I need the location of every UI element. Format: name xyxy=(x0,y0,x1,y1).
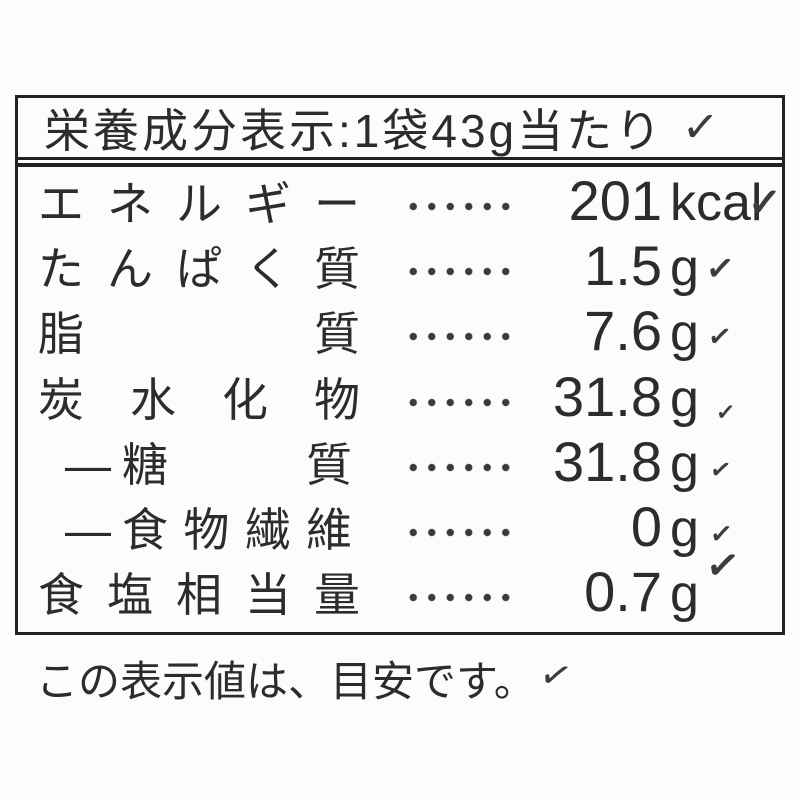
sub-item-dash: ― xyxy=(65,438,111,491)
nutrient-label: エネルギー xyxy=(38,178,360,230)
nutrient-label: 食塩相当量 xyxy=(38,569,360,622)
table-row-fat: 脂質 7.6 g ✓ xyxy=(18,297,782,362)
nutrient-value: 31.8 xyxy=(553,364,662,428)
check-mark-icon: ✓ xyxy=(680,101,721,154)
check-mark-icon: ✓ xyxy=(535,651,577,701)
header-divider xyxy=(18,160,782,167)
leader-dots xyxy=(402,267,512,277)
check-mark-icon: ✓ xyxy=(703,542,743,591)
leader-dots xyxy=(402,332,512,342)
nutrient-label: 炭水化物 xyxy=(38,373,360,426)
check-mark-icon: ✓ xyxy=(715,397,737,426)
nutrition-facts-box: 栄養成分表示:1袋43g当たり ✓ エネルギー 201 kcal ✓ たんぱく質… xyxy=(15,95,785,635)
nutrient-value: 7.6 xyxy=(584,299,662,363)
table-row-energy: エネルギー 201 kcal ✓ xyxy=(18,167,782,232)
nutrient-label: ― 糖質 xyxy=(38,439,360,492)
sub-item-dash: ― xyxy=(65,503,111,556)
nutrient-label: 脂質 xyxy=(38,308,360,361)
nutrient-value: 201 xyxy=(568,169,662,232)
leader-dots xyxy=(402,462,512,472)
nutrient-unit: g xyxy=(670,499,699,558)
sub-item-name: 糖質 xyxy=(122,438,352,491)
nutrient-unit: kcal xyxy=(670,174,763,232)
nutrient-unit: g xyxy=(670,565,699,624)
nutrient-label: ― 食物繊維 xyxy=(38,504,360,557)
nutrient-label: たんぱく質 xyxy=(38,243,360,296)
table-row-protein: たんぱく質 1.5 g ✓ xyxy=(18,232,782,297)
leader-dots xyxy=(402,202,512,212)
nutrient-value: 0 xyxy=(630,494,662,558)
leader-dots xyxy=(402,528,512,538)
table-row-dietary-fiber: ― 食物繊維 0 g ✓ xyxy=(18,493,782,558)
leader-dots xyxy=(402,593,512,603)
footer-note: この表示値は、目安です。 xyxy=(36,658,536,705)
table-row-sugars: ― 糖質 31.8 g ✓ xyxy=(18,428,782,493)
nutrient-value: 31.8 xyxy=(553,429,662,493)
table-row-salt-equivalent: 食塩相当量 0.7 g ✓ xyxy=(18,542,782,624)
nutrient-unit: g xyxy=(670,304,699,363)
nutrition-header: 栄養成分表示:1袋43g当たり ✓ xyxy=(18,98,782,160)
nutrient-unit: g xyxy=(670,369,699,428)
header-title: 栄養成分表示:1袋43g当たり xyxy=(44,104,665,157)
table-row-carbohydrate: 炭水化物 31.8 g ✓ xyxy=(18,363,782,428)
footer-note-row: この表示値は、目安です。 ✓ xyxy=(36,648,576,709)
check-mark-icon: ✓ xyxy=(707,454,734,486)
check-mark-icon: ✓ xyxy=(704,248,737,290)
check-mark-icon: ✓ xyxy=(747,180,783,226)
sub-item-name: 食物繊維 xyxy=(122,503,352,556)
leader-dots xyxy=(402,397,512,407)
nutrient-value: 1.5 xyxy=(584,234,662,298)
nutrient-table: エネルギー 201 kcal ✓ たんぱく質 1.5 g ✓ 脂質 7.6 g … xyxy=(18,167,782,623)
nutrient-value: 0.7 xyxy=(584,560,662,624)
check-mark-icon: ✓ xyxy=(706,319,734,354)
nutrient-unit: g xyxy=(670,239,699,298)
nutrient-unit: g xyxy=(670,434,699,493)
